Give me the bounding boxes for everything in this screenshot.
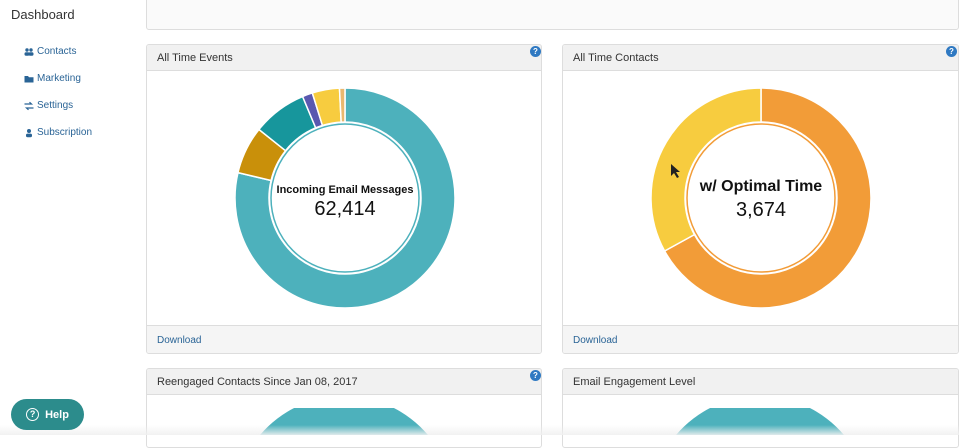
center-value: 3,674 — [686, 199, 836, 222]
sidebar-item-label: Subscription — [37, 127, 92, 138]
help-button[interactable]: ? Help — [11, 399, 84, 430]
exchange-icon — [24, 101, 34, 111]
panel-title: All Time Contacts — [563, 45, 958, 71]
user-icon — [24, 128, 34, 138]
question-circle-icon: ? — [26, 408, 39, 421]
top-summary-panel — [146, 0, 959, 30]
folder-icon — [24, 74, 34, 84]
download-link[interactable]: Download — [573, 335, 617, 346]
panel-footer: Download — [563, 325, 958, 353]
donut-slice[interactable] — [339, 88, 345, 122]
download-link[interactable]: Download — [157, 335, 201, 346]
panel-footer: Download — [147, 325, 541, 353]
sidebar-item-label: Contacts — [37, 46, 76, 57]
sidebar-item-label: Marketing — [37, 73, 81, 84]
question-icon[interactable]: ? — [530, 46, 541, 57]
users-icon — [24, 47, 34, 57]
sidebar-item-settings[interactable]: Settings — [24, 100, 73, 111]
panel-title: All Time Events — [147, 45, 541, 71]
sidebar-item-contacts[interactable]: Contacts — [24, 46, 76, 57]
panel-title: Reengaged Contacts Since Jan 08, 2017 — [147, 369, 541, 395]
sidebar-item-subscription[interactable]: Subscription — [24, 127, 92, 138]
bottom-shadow — [0, 425, 959, 435]
contacts-center-label: w/ Optimal Time 3,674 — [686, 178, 836, 222]
sidebar: Dashboard Contacts Marketing Settings Su… — [0, 0, 140, 435]
panel-title: Email Engagement Level — [563, 369, 958, 395]
sidebar-item-marketing[interactable]: Marketing — [24, 73, 81, 84]
brand-title[interactable]: Dashboard — [11, 7, 75, 22]
question-icon[interactable]: ? — [946, 46, 957, 57]
center-title: Incoming Email Messages — [270, 184, 420, 196]
center-value: 62,414 — [270, 198, 420, 221]
events-center-label: Incoming Email Messages 62,414 — [270, 184, 420, 221]
question-icon[interactable]: ? — [530, 370, 541, 381]
help-label: Help — [45, 409, 69, 421]
center-title: w/ Optimal Time — [686, 178, 836, 196]
sidebar-item-label: Settings — [37, 100, 73, 111]
